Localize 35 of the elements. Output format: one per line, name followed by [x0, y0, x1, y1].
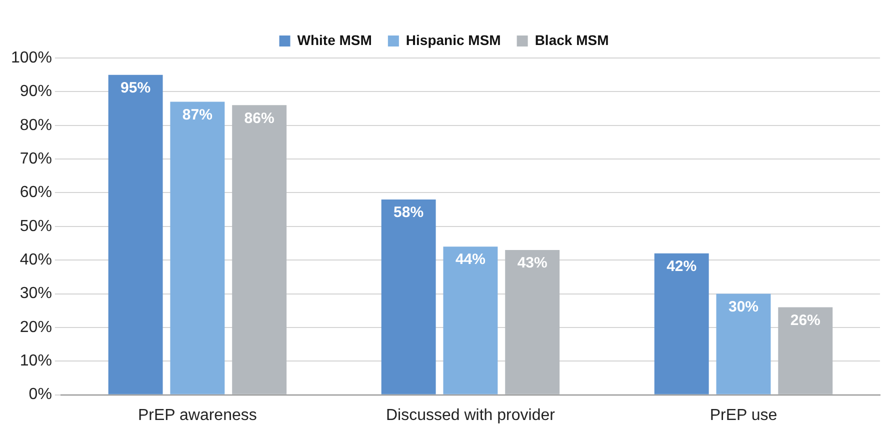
data-label: 58%	[394, 204, 424, 222]
bar	[505, 250, 560, 394]
data-label: 26%	[790, 312, 820, 329]
y-tick-label: 90%	[20, 83, 52, 100]
legend-label: White MSM	[297, 32, 372, 48]
data-label: 44%	[455, 251, 486, 268]
y-tick-label: 30%	[20, 285, 52, 302]
bar	[778, 307, 833, 394]
y-tick-label: 20%	[20, 318, 52, 336]
y-tick-label: 60%	[20, 184, 52, 202]
bar	[654, 253, 709, 394]
bar	[381, 199, 436, 394]
y-tick-label: 70%	[20, 150, 52, 168]
data-label: 95%	[120, 79, 151, 96]
bar	[170, 102, 225, 394]
bar	[716, 294, 771, 394]
data-label: 87%	[182, 106, 212, 124]
y-tick-label: 40%	[20, 251, 52, 268]
y-tick-label: 50%	[20, 218, 52, 235]
legend-label: Black MSM	[534, 32, 609, 48]
y-tick-label: 10%	[20, 352, 52, 370]
x-tick-label: PrEP awareness	[138, 406, 257, 424]
legend-label: Hispanic MSM	[406, 32, 501, 48]
data-label: 42%	[666, 258, 697, 275]
bar	[443, 246, 498, 394]
y-tick-label: 100%	[11, 49, 52, 66]
data-label: 30%	[728, 298, 759, 316]
data-label: 43%	[517, 254, 548, 272]
x-tick-label: PrEP use	[710, 406, 778, 424]
bar	[232, 105, 287, 394]
data-label: 86%	[244, 110, 274, 127]
bar	[108, 74, 163, 394]
y-tick-label: 80%	[20, 116, 52, 134]
y-tick-label: 0%	[28, 386, 52, 404]
x-tick-label: Discussed with provider	[386, 406, 556, 424]
